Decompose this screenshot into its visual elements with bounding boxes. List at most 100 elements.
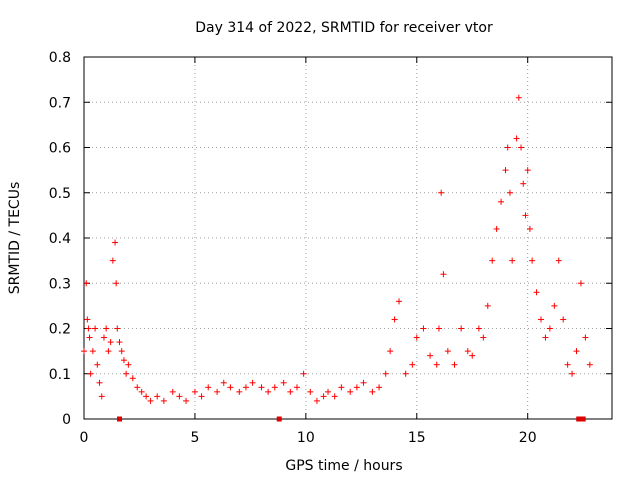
data-point xyxy=(89,348,96,355)
data-point xyxy=(96,379,103,386)
data-point xyxy=(402,370,409,377)
data-point xyxy=(116,339,123,346)
data-point xyxy=(382,370,389,377)
data-point xyxy=(582,334,589,341)
data-point xyxy=(123,370,130,377)
data-point xyxy=(438,189,445,196)
data-point xyxy=(118,348,125,355)
data-point xyxy=(502,167,509,174)
data-point xyxy=(198,393,205,400)
data-point xyxy=(504,144,511,151)
data-point xyxy=(420,325,427,332)
data-point xyxy=(391,316,398,323)
x-tick-labels: 0 5 10 15 20 xyxy=(80,430,537,446)
data-point xyxy=(529,257,536,264)
axis-marker xyxy=(276,416,282,422)
data-point xyxy=(109,257,116,264)
data-point xyxy=(320,393,327,400)
axis-ticks xyxy=(83,56,612,420)
data-point xyxy=(160,397,167,404)
data-point xyxy=(227,384,234,391)
data-point xyxy=(435,325,442,332)
data-point xyxy=(538,316,545,323)
data-point xyxy=(353,384,360,391)
y-tick-label: 0.5 xyxy=(49,186,71,202)
data-point xyxy=(586,361,593,368)
data-point xyxy=(451,361,458,368)
data-point xyxy=(271,384,278,391)
data-point xyxy=(114,325,121,332)
data-point xyxy=(360,379,367,386)
data-point xyxy=(280,379,287,386)
data-point xyxy=(129,375,136,382)
data-point xyxy=(120,357,127,364)
data-point xyxy=(475,325,482,332)
data-point xyxy=(369,388,376,395)
data-point xyxy=(325,388,332,395)
y-tick-label: 0.8 xyxy=(49,50,71,66)
data-point xyxy=(564,361,571,368)
data-point xyxy=(191,388,198,395)
data-point xyxy=(300,370,307,377)
x-tick-label: 5 xyxy=(190,430,199,446)
data-point xyxy=(84,316,91,323)
axis-marker xyxy=(580,416,586,422)
data-point xyxy=(524,167,531,174)
data-point xyxy=(331,393,338,400)
data-point xyxy=(458,325,465,332)
data-point xyxy=(493,225,500,232)
data-point xyxy=(138,388,145,395)
data-point xyxy=(265,388,272,395)
data-point xyxy=(509,257,516,264)
data-point xyxy=(515,94,522,101)
data-point xyxy=(92,325,99,332)
data-point xyxy=(103,325,110,332)
data-point xyxy=(183,397,190,404)
data-point xyxy=(242,384,249,391)
data-point xyxy=(105,348,112,355)
x-tick-label: 10 xyxy=(297,430,315,446)
data-point xyxy=(409,361,416,368)
data-point xyxy=(85,325,92,332)
data-point xyxy=(569,370,576,377)
x-tick-label: 0 xyxy=(80,430,89,446)
data-point xyxy=(376,384,383,391)
data-point xyxy=(169,388,176,395)
data-point xyxy=(287,388,294,395)
data-point xyxy=(555,257,562,264)
data-point xyxy=(81,348,87,355)
y-axis-title: SRMTID / TECUs xyxy=(7,182,23,295)
data-point xyxy=(87,370,94,377)
data-point xyxy=(236,388,243,395)
data-point xyxy=(338,384,345,391)
x-axis-title: GPS time / hours xyxy=(285,458,402,474)
data-point xyxy=(464,348,471,355)
data-point xyxy=(100,334,107,341)
data-point xyxy=(489,257,496,264)
data-point xyxy=(480,334,487,341)
data-point xyxy=(112,239,119,246)
data-point xyxy=(387,348,394,355)
data-point xyxy=(86,334,93,341)
data-point xyxy=(307,388,314,395)
data-point xyxy=(396,298,403,305)
data-point xyxy=(506,189,513,196)
axis-markers xyxy=(116,416,586,422)
data-point xyxy=(220,379,227,386)
y-tick-label: 0.4 xyxy=(49,231,71,247)
data-point xyxy=(176,393,183,400)
data-point xyxy=(134,384,141,391)
data-point xyxy=(427,352,434,359)
data-point xyxy=(433,361,440,368)
y-tick-label: 0.3 xyxy=(49,276,71,292)
y-tick-labels: 0 0.1 0.2 0.3 0.4 0.5 0.6 0.7 0.8 xyxy=(49,50,71,428)
chart-title: Day 314 of 2022, SRMTID for receiver vto… xyxy=(195,20,493,36)
y-tick-label: 0.2 xyxy=(49,322,71,338)
axis-marker xyxy=(576,416,582,422)
data-point xyxy=(205,384,212,391)
data-point xyxy=(125,361,132,368)
data-point xyxy=(560,316,567,323)
data-point xyxy=(546,325,553,332)
data-point xyxy=(94,361,101,368)
